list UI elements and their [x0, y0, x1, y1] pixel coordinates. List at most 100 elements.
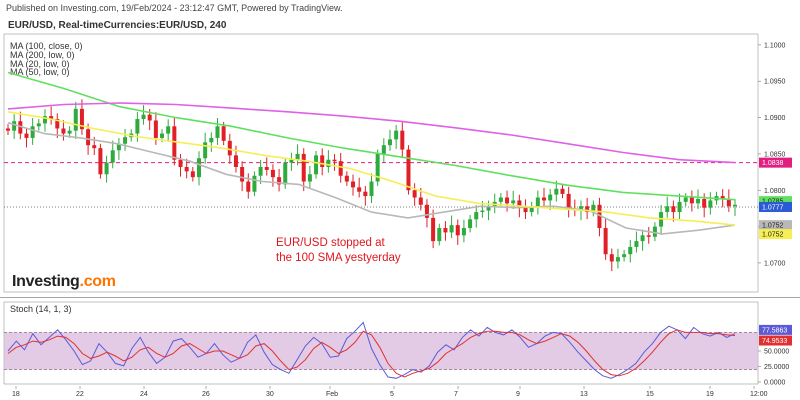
stoch-y-tick-label: 25.0000 — [764, 364, 789, 371]
candle-body — [233, 155, 238, 167]
candle-body — [166, 126, 171, 134]
candle-body — [12, 121, 17, 131]
stoch-tag-box — [759, 335, 792, 346]
candle-body — [437, 228, 442, 242]
candle-body — [18, 121, 23, 134]
candle-body — [406, 149, 411, 191]
price-tag: 1.0838 — [759, 157, 792, 168]
candle-body — [474, 212, 479, 220]
candle-body — [535, 197, 540, 207]
candle-body — [221, 126, 226, 141]
candle-body — [554, 188, 559, 195]
candle-body — [733, 204, 737, 207]
candle-body — [449, 225, 454, 233]
candle-body — [49, 116, 54, 120]
candle-body — [270, 169, 275, 178]
candle-body — [326, 159, 331, 167]
candle-body — [702, 198, 707, 208]
stoch-k-line — [7, 321, 736, 379]
price-tag-label: 1.0752 — [762, 223, 784, 230]
price-tag-box — [759, 157, 792, 168]
candle-body — [301, 153, 306, 182]
candle-body — [277, 177, 282, 185]
price-y-tick-label: 1.0900 — [764, 115, 786, 122]
candle-body — [665, 206, 670, 213]
price-tag-box — [759, 201, 792, 212]
stoch-y-tick-label: 0.0000 — [764, 380, 786, 387]
candle-body — [424, 204, 429, 218]
candle-body — [597, 204, 602, 229]
candle-body — [369, 181, 374, 197]
ma-100-legend: MA (100, close, 0) — [10, 41, 83, 51]
candle-body — [634, 241, 639, 247]
candle-body — [6, 128, 10, 131]
ma-200-legend: MA (200, low, 0) — [10, 50, 75, 60]
candle-body — [505, 197, 510, 204]
candle-body — [517, 200, 522, 208]
candle-body — [320, 155, 325, 167]
ma-200-line — [7, 102, 736, 164]
x-tick-label: 18 — [12, 391, 20, 398]
candle-body — [184, 166, 189, 172]
price-y-tick-label: 1.0950 — [764, 79, 786, 86]
stoch-tag-box — [759, 324, 792, 335]
candle-body — [720, 196, 725, 199]
candle-body — [412, 190, 417, 198]
candle-body — [178, 159, 183, 167]
candle-body — [585, 206, 590, 213]
x-tick-label: 13 — [580, 391, 588, 398]
stoch-value-tag: 74.9533 — [759, 335, 792, 346]
candle-body — [203, 142, 208, 159]
x-tick-label: Feb — [326, 391, 338, 398]
price-y-tick-label: 1.0800 — [764, 188, 786, 195]
candle-body — [566, 193, 571, 210]
candle-body — [351, 181, 356, 188]
price-y-tick-label: 1.1000 — [764, 42, 786, 49]
x-tick-label: 9 — [516, 391, 520, 398]
candle-body — [264, 166, 269, 170]
candle-body — [542, 197, 547, 201]
price-tag: 1.0752 — [759, 220, 792, 231]
candle-body — [141, 114, 146, 120]
price-tag: 1.0777 — [759, 201, 792, 212]
candle-body — [258, 166, 263, 176]
candle-body — [344, 175, 349, 182]
x-tick-label: 30 — [266, 391, 274, 398]
candle-body — [295, 153, 300, 160]
candle-body — [609, 254, 614, 262]
price-tag-box — [759, 229, 792, 240]
candle-body — [172, 126, 177, 160]
candle-body — [61, 128, 66, 134]
price-y-tick-label: 1.0700 — [764, 260, 786, 267]
ma-20-line — [7, 121, 736, 235]
candle-body — [646, 235, 651, 237]
candle-body — [640, 235, 645, 242]
candle-body — [400, 130, 405, 150]
price-tag-box — [759, 196, 792, 207]
ma-50-line — [7, 111, 736, 226]
candle-body — [418, 197, 423, 205]
candle-body — [498, 197, 503, 202]
candle-body — [252, 175, 257, 192]
candle-body — [24, 133, 29, 138]
candle-body — [283, 162, 288, 185]
candle-body — [628, 246, 633, 255]
candle-body — [153, 120, 158, 138]
candle-body — [30, 126, 35, 138]
candle-body — [116, 143, 121, 151]
stoch-value-tag: 77.5863 — [759, 324, 792, 335]
candle-body — [314, 155, 319, 175]
candle-body — [615, 257, 620, 262]
candle-body — [110, 150, 115, 163]
ma-100-line — [7, 71, 736, 201]
candle-body — [696, 198, 701, 204]
stoch-d-line — [7, 329, 736, 378]
x-tick-label: 26 — [202, 391, 210, 398]
ma-20-legend: MA (20, low, 0) — [10, 59, 70, 69]
candle-body — [147, 114, 152, 121]
candle-body — [677, 201, 682, 213]
x-tick-label: 19 — [706, 391, 714, 398]
candle-body — [92, 145, 97, 149]
price-tag-label: 1.0838 — [762, 160, 784, 167]
